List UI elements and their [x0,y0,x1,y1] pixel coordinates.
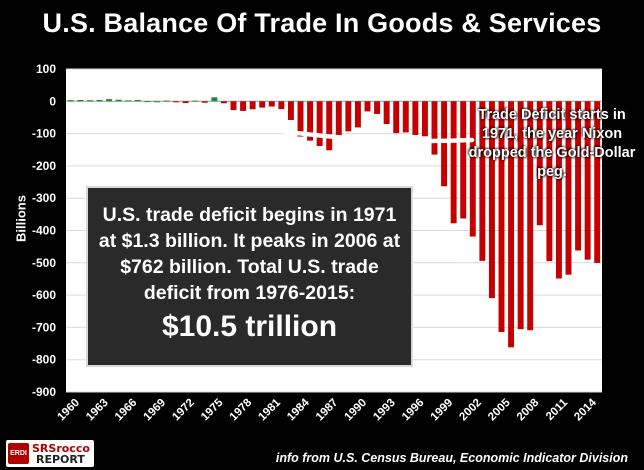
bar-1962 [86,100,93,102]
y-tick-label: 100 [36,62,56,76]
source-credit: info from U.S. Census Bureau, Economic I… [275,451,628,465]
y-tick-label: -300 [32,191,56,205]
bar-1996 [412,101,419,135]
bar-1999 [441,101,448,187]
y-tick-label: -900 [32,385,56,399]
y-tick-label: -500 [32,256,56,270]
bar-1989 [345,101,352,132]
bar-1982 [278,101,285,110]
bar-1969 [153,101,160,103]
bar-1974 [201,101,208,103]
x-tick-label: 2011 [544,396,571,423]
logo-badge: ERDI [8,443,29,464]
bar-1984 [297,101,304,137]
y-tick-label: -400 [32,224,56,238]
bar-1981 [268,101,275,107]
bar-1964 [106,99,113,102]
bar-1987 [326,101,333,151]
y-tick-label: -800 [32,353,56,367]
bar-1963 [96,99,103,102]
bar-2015 [594,101,601,263]
bar-2013 [575,101,582,251]
bar-2002 [469,101,476,237]
bar-1994 [393,101,400,134]
deficit-start-annotation: Trade Deficit starts in 1971, the year N… [468,107,636,180]
y-tick-label: 0 [49,94,56,108]
logo-line-2: REPORT [36,453,85,466]
bar-2010 [546,101,553,262]
y-tick-label: -100 [32,127,56,141]
arrow-head [172,104,196,123]
bar-2000 [450,101,457,224]
x-tick-label: 1999 [429,397,456,424]
srsrocco-logo: ERDI SRSrocco REPORT [6,440,94,467]
x-tick-label: 1978 [228,396,255,423]
bar-2014 [584,101,591,260]
x-tick-label: 1984 [285,396,312,423]
x-tick-label: 1975 [199,396,226,423]
bar-1986 [316,101,323,147]
bar-1985 [307,101,314,141]
deficit-start-arrow [182,111,475,144]
x-tick-label: 2014 [572,396,599,423]
bar-1971 [173,101,180,103]
y-tick-label: -200 [32,159,56,173]
bar-2007 [517,101,524,330]
x-tick-label: 1960 [55,397,82,424]
bar-1980 [259,101,266,108]
bar-2008 [527,101,534,331]
chart-title: U.S. Balance Of Trade In Goods & Service… [42,8,602,38]
bar-1972 [182,101,189,104]
bar-1975 [211,97,218,102]
bar-1979 [249,101,256,110]
x-tick-label: 1963 [84,397,111,424]
x-tick-label: 2008 [515,396,542,423]
bar-2004 [488,101,495,299]
bar-1967 [134,100,141,102]
x-tick-label: 1996 [400,397,427,424]
bar-1997 [421,101,428,137]
bar-2001 [460,101,467,219]
bar-1977 [230,101,237,111]
bar-2012 [565,101,572,275]
x-tick-label: 1969 [142,397,169,424]
x-tick-label: 1993 [371,397,398,424]
bar-1973 [192,100,199,102]
x-tick-label: 1981 [256,396,283,423]
bar-2011 [555,101,562,279]
x-tick-label: 2002 [457,397,484,424]
x-tick-label: 1987 [314,397,341,424]
bar-1998 [431,101,438,155]
logo-line-1: SRSrocco [32,442,90,455]
bar-2009 [536,101,543,226]
x-tick-label: 1972 [170,397,197,424]
x-tick-label: 2005 [486,396,513,423]
bar-1993 [383,101,390,125]
bar-1988 [335,101,342,139]
y-tick-label: -600 [32,288,56,302]
bar-2005 [498,101,505,332]
bar-1976 [220,101,227,104]
bar-1961 [77,99,84,102]
bar-1968 [144,101,151,103]
bar-1965 [115,99,122,102]
summary-box: U.S. trade deficit begins in 1971 at $1.… [86,186,413,367]
bar-1983 [287,101,294,120]
bar-1990 [354,101,361,128]
summary-total: $10.5 trillion [161,310,338,343]
summary-text: U.S. trade deficit begins in 1971 at $1.… [98,204,401,304]
bar-2006 [508,101,515,348]
bar-1978 [240,101,247,111]
bar-1966 [125,100,132,102]
bar-1992 [374,101,381,114]
y-tick-label: -700 [32,320,56,334]
bar-1970 [163,100,170,102]
x-tick-label: 1990 [343,397,370,424]
bar-1991 [364,101,371,112]
bar-1960 [67,100,74,102]
y-axis-label: Billions [13,195,29,242]
x-tick-label: 1966 [113,397,140,424]
bar-1995 [402,101,409,133]
bar-2003 [479,101,486,261]
